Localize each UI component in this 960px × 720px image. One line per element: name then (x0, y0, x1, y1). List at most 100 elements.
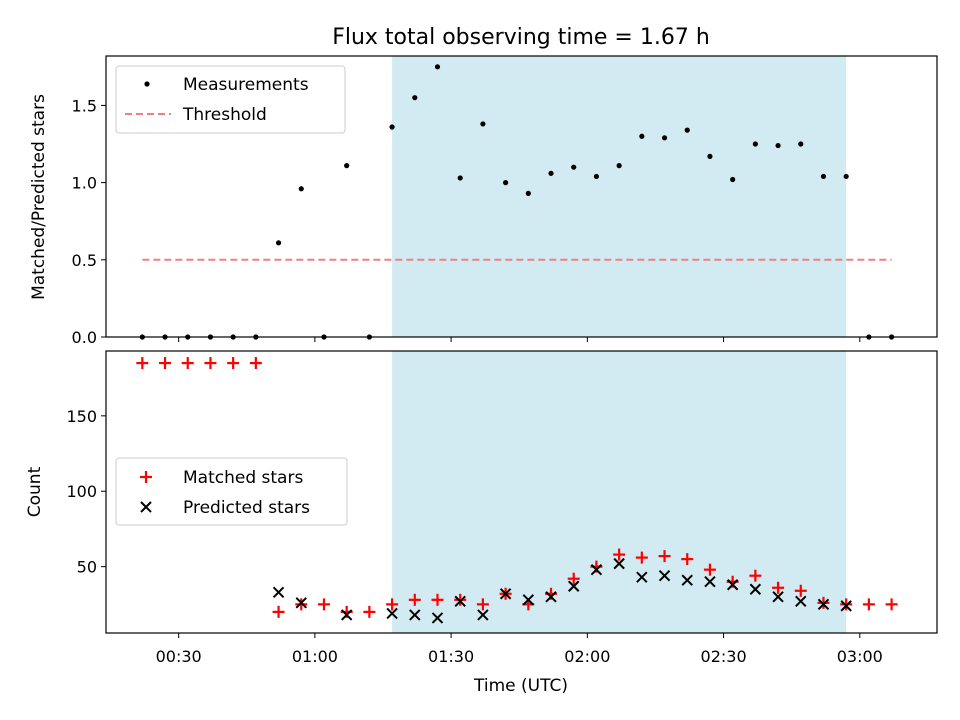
matched-star-point (227, 357, 240, 370)
predicted-star-point (817, 598, 830, 611)
measurement-point (457, 175, 463, 181)
legend-predicted-label: Predicted stars (183, 498, 310, 518)
predicted-star-point (545, 591, 557, 603)
legend-measurements-label: Measurements (183, 75, 309, 95)
bottom-y-tick-label: 150 (66, 407, 97, 426)
bottom-legend: Matched stars Predicted stars (115, 457, 348, 526)
predicted-star-point (590, 563, 603, 576)
measurement-point (548, 170, 554, 176)
matched-star-point (681, 553, 694, 566)
measurement-point (525, 190, 531, 197)
predicted-star-point (749, 583, 762, 595)
predicted-star-point (499, 588, 512, 600)
measurement-point (275, 240, 282, 246)
predicted-star-point (772, 591, 784, 603)
matched-star-point (658, 550, 671, 563)
top-y-tick-label: 1.0 (72, 174, 97, 193)
predicted-star-point (568, 580, 580, 592)
measurement-point (775, 142, 781, 149)
matched-star-point (454, 593, 467, 606)
measurement-point (752, 141, 758, 147)
top-panel: 0.0 0.5 1.0 1.5 Matched/Predicted stars Mea… (29, 55, 938, 347)
bottom-y-tick-label: 100 (66, 482, 97, 501)
predicted-star-point (477, 609, 489, 621)
x-tick-label: 01:30 (428, 647, 474, 666)
x-axis-label: Time (UTC) (473, 676, 568, 696)
matched-star-point (635, 551, 648, 564)
matched-star-point (885, 598, 898, 611)
matched-star-point (817, 596, 830, 609)
matched-star-point (794, 584, 807, 597)
measurement-point (389, 124, 395, 130)
predicted-star-point (636, 571, 648, 583)
predicted-star-point (795, 595, 807, 608)
matched-star-point (136, 357, 149, 370)
predicted-star-point (409, 609, 421, 621)
matched-star-point (749, 569, 762, 582)
measurement-point (434, 64, 441, 70)
legend-matched-label: Matched stars (183, 468, 303, 488)
x-tick-label: 03:00 (837, 647, 883, 666)
bottom-legend-box (115, 457, 348, 526)
matched-star-point (476, 598, 489, 611)
predicted-star-point (681, 574, 693, 586)
matched-star-point (363, 605, 376, 618)
predicted-star-point (613, 557, 625, 570)
measurement-point (661, 135, 668, 141)
top-y-axis-label: Matched/Predicted stars (29, 94, 49, 300)
matched-star-point (567, 572, 580, 585)
legend-matched-marker (140, 471, 152, 483)
bottom-y-tick-label: 50 (77, 558, 97, 577)
top-y-tick-label: 1.5 (72, 96, 97, 115)
measurement-point (639, 133, 645, 139)
measurement-point (344, 163, 350, 169)
matched-star-point (431, 593, 444, 606)
top-axes-frame (105, 55, 938, 338)
predicted-star-point (840, 600, 852, 612)
predicted-star-point (295, 597, 307, 609)
measurement-point (298, 186, 304, 192)
measurement-point (707, 153, 713, 159)
bottom-x-ticks: 00:30 01:00 01:30 02:00 02:30 03:00 (156, 633, 883, 666)
matched-star-point (181, 357, 194, 370)
measurement-point (820, 173, 827, 180)
measurement-point (798, 141, 804, 147)
matched-star-point (613, 548, 626, 561)
measurement-point (684, 127, 690, 133)
chart-title: Flux total observing time = 1.67 h (332, 25, 710, 50)
predicted-star-point (658, 569, 671, 582)
observing-interval-shade-bottom (392, 351, 847, 633)
measurement-point (593, 173, 600, 180)
matched-star-point (408, 593, 421, 606)
matched-star-point (272, 605, 285, 618)
matched-star-point (317, 598, 330, 611)
legend-predicted-marker (140, 501, 152, 513)
predicted-star-point (704, 576, 716, 588)
predicted-star-point (522, 594, 535, 606)
x-tick-label: 01:00 (292, 647, 338, 666)
measurement-point (412, 95, 418, 101)
measurement-point (480, 121, 486, 127)
predicted-stars-layer (272, 557, 852, 624)
predicted-star-point (340, 609, 353, 621)
predicted-star-point (454, 595, 466, 608)
measurement-point (571, 164, 577, 170)
predicted-star-point (386, 607, 398, 620)
x-tick-label: 00:30 (156, 647, 202, 666)
bottom-axes-frame (105, 350, 938, 634)
legend-measurements-marker (144, 81, 150, 87)
top-y-ticks: 0.0 0.5 1.0 1.5 (72, 96, 106, 347)
matched-star-point (772, 581, 785, 594)
top-legend-box (115, 65, 346, 134)
matched-star-point (840, 598, 853, 611)
top-y-tick-label: 0.5 (72, 251, 97, 270)
predicted-star-point (431, 612, 444, 624)
observing-interval-shade-top (392, 56, 847, 337)
top-y-tick-label: 0.0 (72, 328, 97, 347)
bottom-y-ticks: 50 100 150 (66, 407, 106, 577)
x-tick-label: 02:00 (564, 647, 610, 666)
measurement-point (503, 180, 509, 186)
top-x-ticks (178, 337, 861, 342)
top-legend: Measurements Threshold (115, 65, 346, 134)
